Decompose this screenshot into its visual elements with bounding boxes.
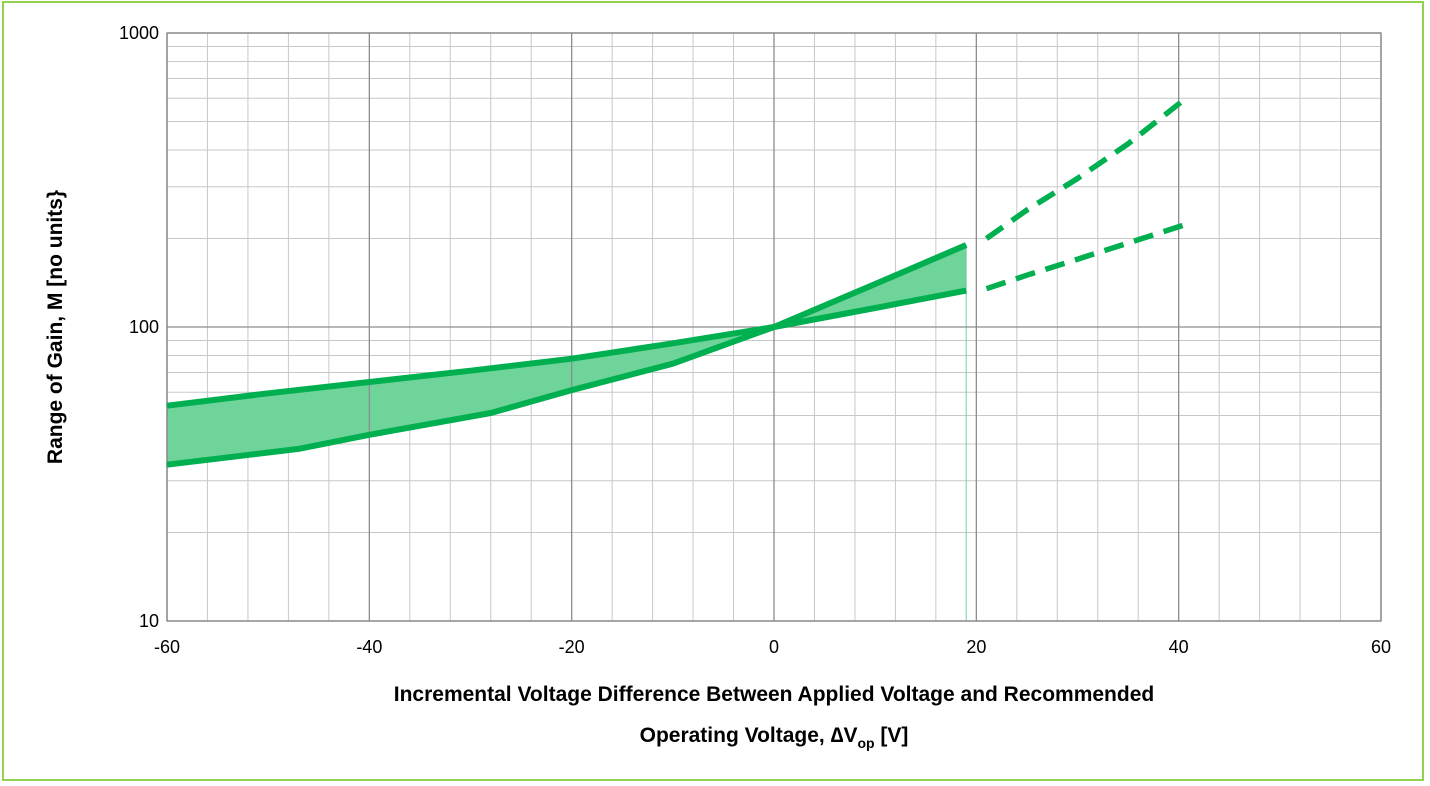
chart-background [4, 3, 1422, 779]
x-tick-label: -20 [559, 637, 585, 657]
dashed-series-line-4 [985, 220, 1190, 292]
y-tick-label: 100 [129, 317, 159, 337]
gain-band-layer [167, 245, 967, 621]
solid-series-line-1 [166, 287, 967, 409]
y-tick-label: 1000 [119, 23, 159, 43]
y-axis-title: Range of Gain, M [no units} [44, 190, 67, 464]
x-axis-tick-labels: -60 -40 -20 0 20 40 60 [154, 637, 1391, 657]
plot-area-border [166, 32, 1382, 622]
x-axis-title-line2: Operating Voltage, ∆Vop [V] [640, 724, 909, 751]
x-axis-title-line1: Incremental Voltage Difference Between A… [394, 683, 1154, 706]
x-tick-label: 0 [769, 637, 779, 657]
gain-range-chart: -60 -40 -20 0 20 40 60 1000 100 10 Incremental V… [4, 3, 1422, 779]
x-tick-label: 60 [1371, 637, 1391, 657]
series-layer [166, 93, 1191, 468]
gain-range-band [167, 245, 967, 465]
dashed-series-line-3 [984, 93, 1191, 241]
x-tick-label: -60 [154, 637, 180, 657]
y-tick-label: 10 [139, 611, 159, 631]
solid-series-line-2 [166, 242, 968, 468]
x-tick-label: 40 [1169, 637, 1189, 657]
y-axis-tick-labels: 1000 100 10 [119, 23, 159, 631]
x-tick-label: -40 [356, 637, 382, 657]
x-tick-label: 20 [966, 637, 986, 657]
